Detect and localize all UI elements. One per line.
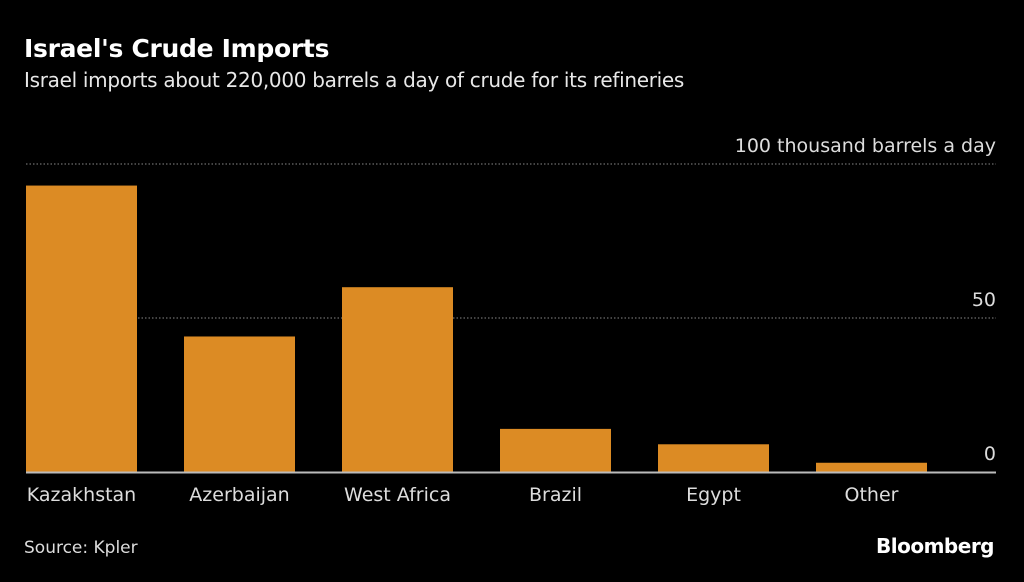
bar-other — [816, 462, 927, 472]
bar-azerbaijan — [184, 336, 295, 472]
x-tick-label: West Africa — [344, 484, 451, 506]
source-note: Source: Kpler — [24, 538, 138, 558]
y-tick-label: 50 — [972, 289, 996, 311]
bloomberg-logo: Bloomberg — [876, 534, 994, 558]
y-tick-label: 100 thousand barrels a day — [735, 135, 996, 157]
bar-west-africa — [342, 287, 453, 472]
chart-subtitle: Israel imports about 220,000 barrels a d… — [24, 68, 685, 92]
x-tick-label: Brazil — [529, 484, 582, 506]
x-tick-label: Azerbaijan — [189, 484, 289, 506]
bar-brazil — [500, 428, 611, 472]
x-tick-label: Kazakhstan — [27, 484, 136, 506]
chart-title: Israel's Crude Imports — [24, 34, 330, 63]
bar-egypt — [658, 444, 769, 472]
bar-kazakhstan — [26, 185, 137, 472]
y-tick-label: 0 — [984, 443, 996, 465]
x-tick-label: Other — [845, 484, 899, 506]
x-tick-label: Egypt — [686, 484, 741, 506]
